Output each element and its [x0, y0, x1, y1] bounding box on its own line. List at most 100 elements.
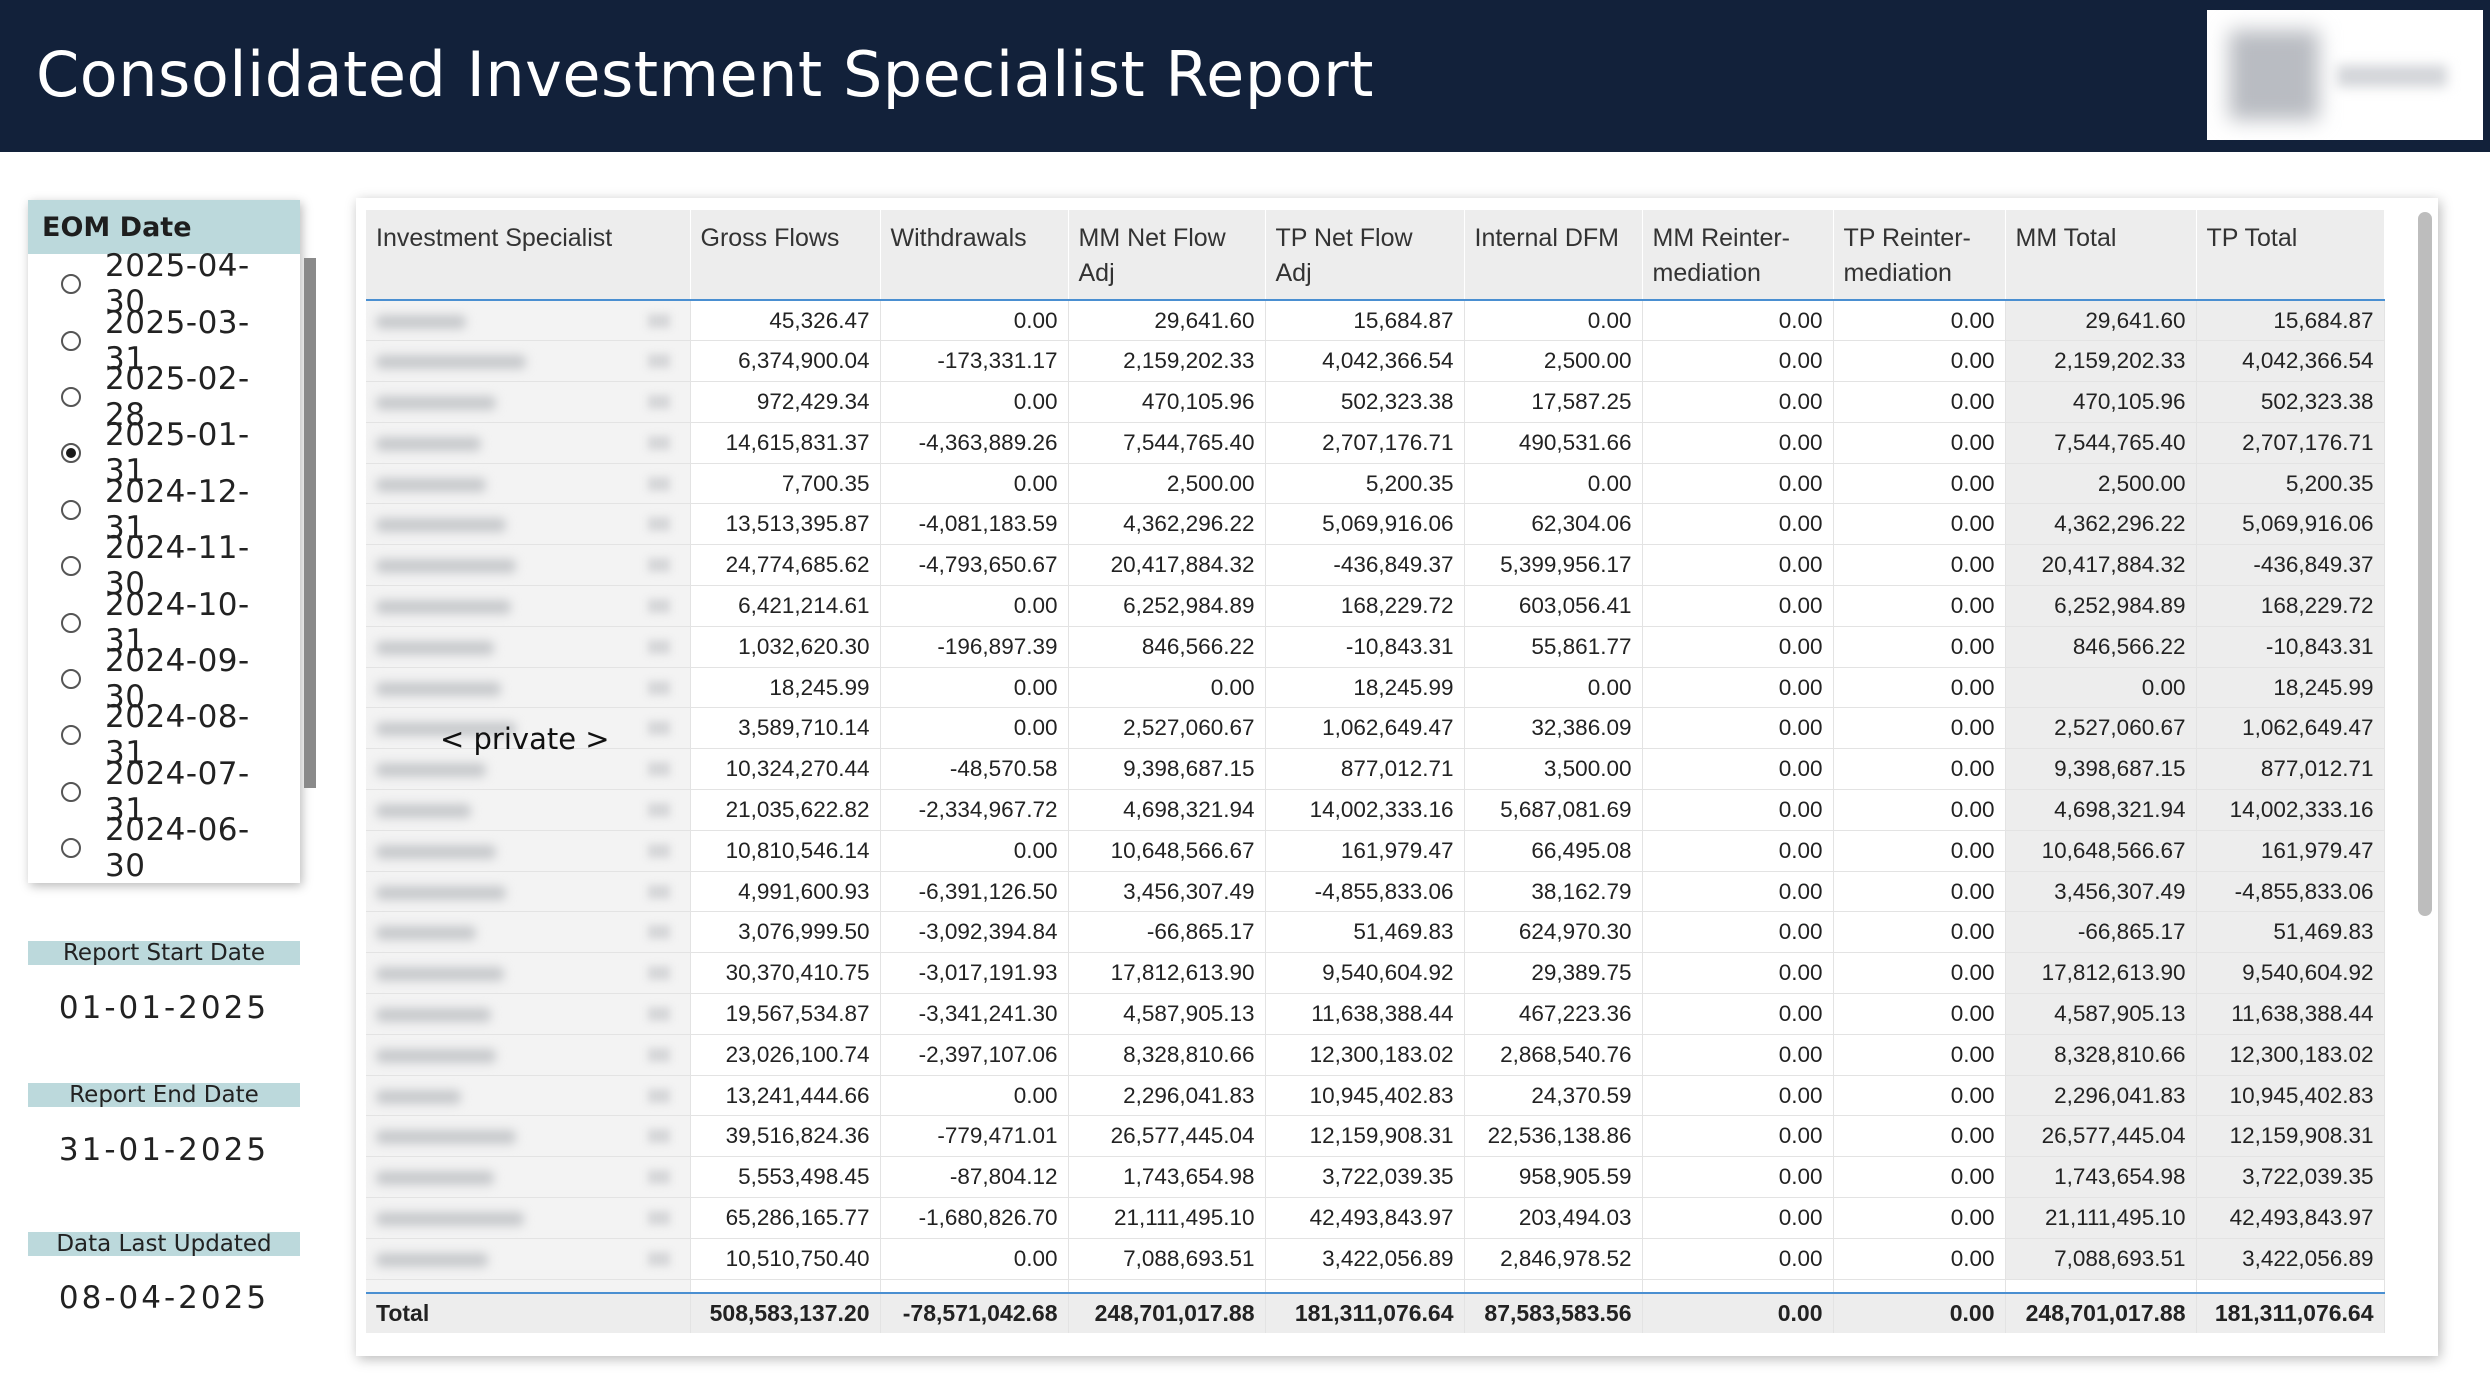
radio-icon[interactable]: [61, 386, 81, 407]
table-row[interactable]: 19,567,534.87 -3,341,241.30 4,587,905.13 11…: [366, 993, 2385, 1035]
table-row[interactable]: 1,032,620.30 -196,897.39 846,566.22 -10,843…: [366, 626, 2385, 668]
table-scrollbar-thumb[interactable]: [2418, 212, 2432, 916]
radio-icon[interactable]: [61, 612, 81, 633]
table-row[interactable]: 24,774,685.62 -4,793,650.67 20,417,884.32-…: [366, 544, 2385, 587]
slicer-option[interactable]: 2024-08-31: [28, 699, 278, 771]
table-row[interactable]: 10,510,750.40 0.00 7,088,693.51 3,422,056.8…: [366, 1238, 2385, 1280]
table-cell: 168,229.72: [2196, 585, 2385, 627]
slicer-option[interactable]: 2024-09-30: [28, 643, 278, 715]
table-cell: 13,513,395.87: [690, 503, 881, 546]
table-cell: 55,861.77: [1464, 626, 1643, 668]
slicer-title: EOM Date: [28, 200, 300, 254]
total-cell: 181,311,076.64: [2196, 1292, 2385, 1334]
table-cell: 4,587,905.13: [1068, 993, 1266, 1035]
radio-icon[interactable]: [61, 668, 81, 689]
table-cell: 12,300,183.02: [2196, 1034, 2385, 1076]
table-cell: 467,223.36: [1464, 993, 1643, 1035]
table-row[interactable]: 3,589,710.14 0.00 2,527,060.67 1,062,649.47…: [366, 707, 2385, 750]
column-header[interactable]: Withdrawals: [880, 210, 1069, 301]
slicer-option[interactable]: 2024-10-31: [28, 587, 278, 659]
investment-table: Investment Specialist Gross Flows Withdraw…: [366, 210, 2385, 1334]
radio-icon[interactable]: [61, 838, 81, 859]
radio-icon[interactable]: [61, 781, 81, 802]
table-cell: 2,159,202.33: [2005, 340, 2197, 383]
specialist-name-redacted: [366, 830, 691, 872]
table-row[interactable]: 6,421,214.61 0.00 6,252,984.89 168,229.72 60…: [366, 585, 2385, 627]
column-header[interactable]: Internal DFM: [1464, 210, 1643, 301]
slicer-scrollbar[interactable]: [304, 258, 316, 788]
table-cell: 3,722,039.35: [1265, 1156, 1465, 1199]
table-cell: -66,865.17: [2005, 911, 2197, 954]
table-scrollbar[interactable]: [2418, 212, 2432, 916]
slicer-option[interactable]: 2025-04-30: [28, 248, 278, 320]
table-cell: 0.00: [1642, 1115, 1834, 1158]
table-cell: 0.00: [1833, 911, 2006, 954]
table-row[interactable]: 5,553,498.45 -87,804.12 1,743,654.98 3,722,…: [366, 1156, 2385, 1199]
table-row[interactable]: 39,516,824.36 -779,471.01 26,577,445.04 12,…: [366, 1115, 2385, 1158]
column-header[interactable]: TP Net Flow Adj: [1265, 210, 1465, 301]
table-cell: -2,334,967.72: [880, 789, 1069, 831]
slicer-option[interactable]: 2025-03-31: [28, 305, 278, 377]
table-cell: 51,469.83: [1265, 911, 1465, 954]
table-row[interactable]: 23,026,100.74 -2,397,107.06 8,328,810.66 12…: [366, 1034, 2385, 1076]
column-header[interactable]: Investment Specialist: [366, 210, 691, 301]
column-header[interactable]: MM Reinter-mediation: [1642, 210, 1834, 301]
table-cell: -196,897.39: [880, 626, 1069, 668]
table-cell: -173,331.17: [880, 340, 1069, 383]
column-header[interactable]: TP Reinter-mediation: [1833, 210, 2006, 301]
column-header[interactable]: MM Total: [2005, 210, 2197, 301]
slicer-option[interactable]: 2024-12-31: [28, 474, 278, 546]
table-row[interactable]: 65,286,165.77 -1,680,826.70 21,111,495.10 4…: [366, 1197, 2385, 1239]
column-header[interactable]: TP Total: [2196, 210, 2385, 301]
specialist-name-redacted: [366, 381, 691, 423]
radio-selected-icon[interactable]: [61, 443, 81, 464]
table-row[interactable]: 13,241,444.66 0.00 2,296,041.83 10,945,402.…: [366, 1075, 2385, 1117]
radio-icon[interactable]: [61, 556, 81, 577]
table-row[interactable]: 21,035,622.82 -2,334,967.72 4,698,321.94 14…: [366, 789, 2385, 831]
specialist-name-redacted: [366, 626, 691, 668]
table-cell: 8,328,810.66: [2005, 1034, 2197, 1076]
radio-icon[interactable]: [61, 499, 81, 520]
table-row[interactable]: 4,991,600.93 -6,391,126.50 3,456,307.49 -4,…: [366, 871, 2385, 913]
table-cell: 0.00: [1642, 667, 1834, 709]
table-cell: 18,245.99: [1265, 667, 1465, 709]
radio-icon[interactable]: [61, 330, 81, 351]
total-cell: 0.00: [1833, 1292, 2006, 1334]
table-cell: 42,493,843.97: [1265, 1197, 1465, 1239]
table-row[interactable]: 13,513,395.87 -4,081,183.59 4,362,296.22 5,…: [366, 503, 2385, 546]
slicer-option[interactable]: 2024-07-31: [28, 756, 278, 828]
table-cell: 23,026,100.74: [690, 1034, 881, 1076]
table-row[interactable]: 3,076,999.50 -3,092,394.84 -66,865.17 51,46…: [366, 911, 2385, 954]
radio-icon[interactable]: [61, 725, 81, 746]
radio-icon[interactable]: [61, 274, 81, 295]
table-cell: 6,252,984.89: [1068, 585, 1266, 627]
table-cell: 2,500.00: [1068, 463, 1266, 505]
slicer-scrollbar-thumb[interactable]: [304, 258, 316, 788]
table-cell: 10,810,546.14: [690, 830, 881, 872]
table-row[interactable]: 45,326.47 0.00 29,641.60 15,684.87 0.00 0.00 0…: [366, 300, 2385, 342]
table-row[interactable]: 972,429.34 0.00 470,105.96 502,323.38 17,587…: [366, 381, 2385, 423]
table-cell: 161,979.47: [2196, 830, 2385, 872]
table-cell: 11,638,388.44: [2196, 993, 2385, 1035]
table-cell: 7,088,693.51: [1068, 1238, 1266, 1280]
slicer-option[interactable]: 2024-06-30: [28, 812, 278, 884]
table-row[interactable]: 10,324,270.44 -48,570.58 9,398,687.15 877,0…: [366, 748, 2385, 791]
column-header[interactable]: MM Net Flow Adj: [1068, 210, 1266, 301]
table-row[interactable]: 7,700.35 0.00 2,500.00 5,200.35 0.00 0.00 0.00…: [366, 463, 2385, 505]
table-cell: 0.00: [1464, 300, 1643, 342]
table-row[interactable]: 18,245.99 0.00 0.00 18,245.99 0.00 0.00 0.00 0.…: [366, 667, 2385, 709]
slicer-option[interactable]: 2025-01-31: [28, 417, 278, 489]
table-cell: 62,304.06: [1464, 503, 1643, 546]
slicer-option[interactable]: 2024-11-30: [28, 530, 278, 602]
table-row[interactable]: 10,810,546.14 0.00 10,648,566.67 161,979.47…: [366, 830, 2385, 872]
table-cell: 18,245.99: [2196, 667, 2385, 709]
table-cell: 17,587.25: [1464, 381, 1643, 423]
table-cell: -10,843.31: [1265, 626, 1465, 668]
column-header[interactable]: Gross Flows: [690, 210, 881, 301]
table-cell: 5,200.35: [1265, 463, 1465, 505]
table-row[interactable]: 6,374,900.04 -173,331.17 2,159,202.33 4,042…: [366, 340, 2385, 383]
slicer-option[interactable]: 2025-02-28: [28, 361, 278, 433]
table-row[interactable]: 30,370,410.75 -3,017,191.93 17,812,613.90 9…: [366, 952, 2385, 995]
table-row[interactable]: 14,615,831.37 -4,363,889.26 7,544,765.40 2,…: [366, 422, 2385, 464]
table-cell: 203,494.03: [1464, 1197, 1643, 1239]
